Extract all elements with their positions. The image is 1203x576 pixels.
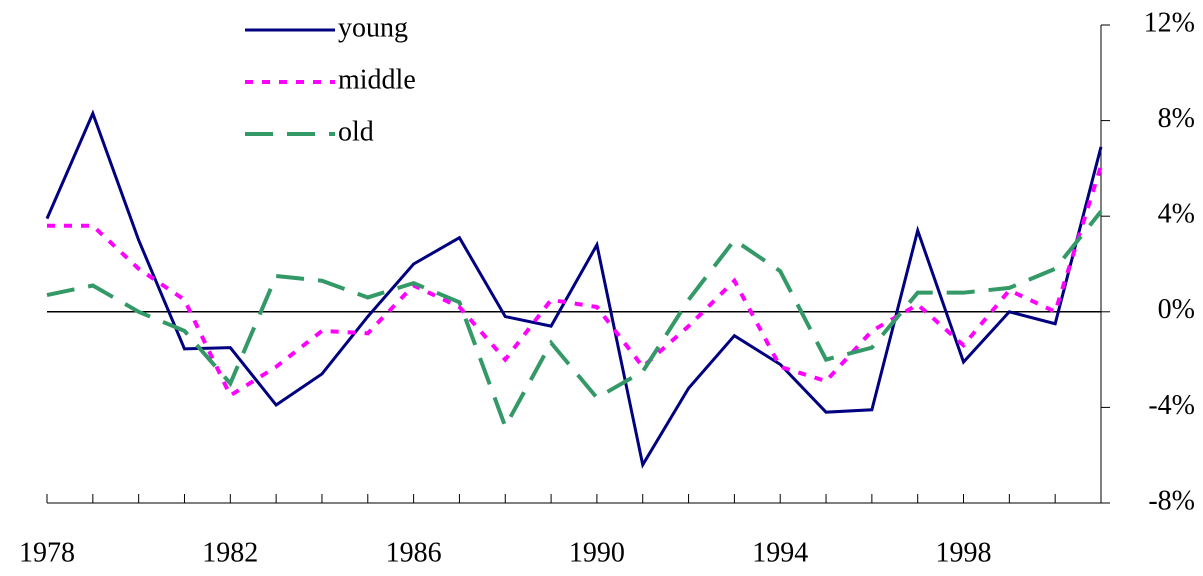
y-tick-label: -4% <box>1148 390 1195 421</box>
x-tick-label: 1998 <box>936 537 992 568</box>
x-tick-label: 1978 <box>19 537 75 568</box>
y-tick-label: 4% <box>1158 199 1195 230</box>
x-tick-label: 1982 <box>202 537 258 568</box>
y-tick-label: 12% <box>1144 7 1195 38</box>
y-tick-label: 0% <box>1158 294 1195 325</box>
legend-label: young <box>338 12 408 43</box>
y-tick-label: -8% <box>1148 485 1195 516</box>
y-tick-label: 8% <box>1158 103 1195 134</box>
x-tick-label: 1990 <box>569 537 625 568</box>
x-tick-label: 1986 <box>386 537 442 568</box>
series-line <box>46 210 1103 432</box>
x-tick-label: 1994 <box>752 537 808 568</box>
series-line <box>47 165 1103 399</box>
legend-label: old <box>338 116 374 147</box>
legend-label: middle <box>338 64 416 95</box>
series-line <box>45 109 1103 469</box>
